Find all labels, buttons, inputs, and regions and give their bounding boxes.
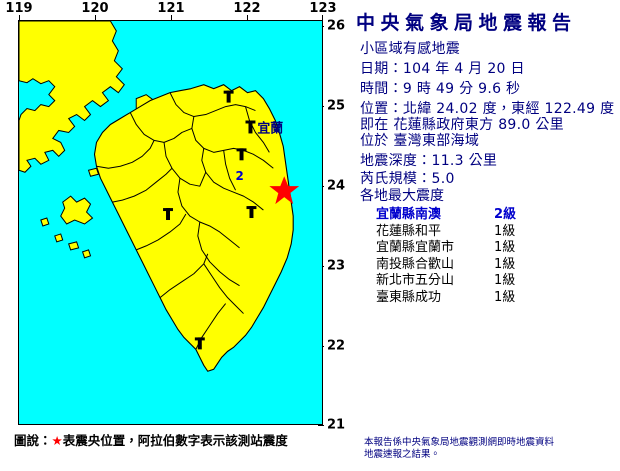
- penghu-islands: [60, 195, 94, 225]
- intensity-level: 2級: [494, 207, 517, 222]
- lat-tick-label-21: 21: [327, 417, 346, 433]
- legend-prefix: 圖說：: [14, 433, 52, 448]
- report-position-line: 位置：北緯 24.02 度，東經 122.49 度: [360, 98, 614, 118]
- intensity-row: 宜蘭縣南澳 2級: [376, 203, 616, 222]
- legend-text: 表震央位置，阿拉伯數字表示該測站震度: [62, 433, 288, 448]
- lat-tick-21: [318, 425, 324, 426]
- lon-tick-120: [95, 15, 96, 21]
- lat-tick-label-25: 25: [327, 98, 346, 114]
- report-time-label: 時間：: [360, 81, 403, 97]
- lon-tick-label-120: 120: [81, 1, 109, 16]
- lon-tick-122: [247, 15, 248, 21]
- report-magnitude-line: 芮氏規模：5.0: [360, 168, 455, 188]
- lat-tick-label-23: 23: [327, 258, 346, 274]
- lon-tick-label-119: 119: [5, 1, 33, 16]
- page-title: 中央氣象局地震報告: [356, 12, 577, 34]
- station-marker-yilan: [245, 120, 256, 134]
- intensity-place: 南投縣合歡山: [376, 256, 455, 272]
- intensity-row: 臺東縣成功 1級: [376, 286, 616, 305]
- intensity-row: 新北市五分山 1級: [376, 269, 616, 288]
- intensity-row: 南投縣合歡山 1級: [376, 253, 616, 272]
- penghu-islet-c: [81, 249, 92, 259]
- report-depth-label: 地震深度：: [360, 153, 432, 169]
- report-time-line: 時間：9 時 49 分 9.6 秒: [360, 78, 520, 98]
- islet-small-3: [87, 167, 100, 177]
- station-marker-wufenshan: [223, 90, 234, 103]
- lat-tick-label-24: 24: [327, 178, 346, 194]
- lon-tick-label-121: 121: [157, 1, 185, 16]
- report-depth-value: 11.3 公里: [431, 153, 498, 169]
- station-marker-hehuanshan: [163, 208, 173, 221]
- report-magnitude-label: 芮氏規模：: [360, 171, 432, 187]
- station-marker-chenggong: [194, 337, 205, 350]
- lon-tick-label-123: 123: [309, 1, 337, 16]
- report-subtitle: 小區域有感地震: [360, 41, 461, 57]
- legend-star-icon: ★: [51, 433, 63, 448]
- report-date-label: 日期：: [360, 61, 403, 77]
- report-position-label: 位置：: [360, 101, 403, 117]
- lon-tick-label-122: 122: [233, 1, 261, 16]
- report-position-value: 北緯 24.02 度，東經 122.49 度: [402, 101, 615, 117]
- map-city-label-yilan: 宜蘭: [257, 120, 283, 136]
- report-position-relative: 即在 花蓮縣政府東方 89.0 公里: [360, 117, 564, 133]
- footer-line-2: 地震速報之結果。: [364, 449, 441, 460]
- intensity-level: 1級: [494, 256, 516, 272]
- intensity-place: 新北市五分山: [376, 273, 455, 288]
- map-frame[interactable]: 2: [18, 20, 323, 425]
- intensity-level: 1級: [494, 223, 516, 239]
- intensity-level: 1級: [494, 273, 516, 288]
- station-marker-group: 2: [163, 90, 257, 350]
- intensity-level: 1級: [494, 289, 516, 305]
- lat-tick-label-26: 26: [327, 18, 346, 34]
- map-panel: 119 120 121 122 123 26 25 24 23 22 21: [5, 1, 345, 449]
- intensity-place: 花蓮縣和平: [376, 223, 442, 239]
- intensity-row: 花蓮縣和平 1級: [376, 220, 616, 239]
- lon-tick-119: [19, 15, 20, 21]
- intensity-row: 宜蘭縣宜蘭市 1級: [376, 236, 616, 255]
- station-marker-nanao: 2: [236, 148, 247, 183]
- report-magnitude-value: 5.0: [431, 171, 455, 187]
- intensity-list: 宜蘭縣南澳 2級 花蓮縣和平 1級 宜蘭縣宜蘭市 1級 南投縣合歡山 1級 新北…: [376, 203, 616, 305]
- report-date-value: 104 年 4 月 20 日: [402, 61, 525, 77]
- penghu-islet-d: [40, 217, 50, 227]
- intensity-place: 宜蘭縣南澳: [376, 207, 442, 222]
- map-legend: 圖說：★表震央位置，阿拉伯數字表示該測站震度: [14, 430, 334, 449]
- lat-tick-label-22: 22: [327, 338, 346, 354]
- report-date-line: 日期：104 年 4 月 20 日: [360, 58, 525, 78]
- intensity-section-header: 各地最大震度: [360, 188, 444, 204]
- footer-line-1: 本報告係中央氣象局地震觀測網即時地震資料: [364, 437, 555, 448]
- report-panel: 中央氣象局地震報告 小區域有感地震 日期：104 年 4 月 20 日 時間：9…: [340, 0, 620, 471]
- mainland-china-landmass: [19, 21, 125, 173]
- intensity-place: 宜蘭縣宜蘭市: [376, 240, 455, 255]
- penghu-islet-b: [68, 241, 80, 251]
- epicenter-star-icon: [269, 176, 300, 205]
- lon-tick-123: [322, 15, 323, 21]
- lon-tick-121: [171, 15, 172, 21]
- report-footer: 本報告係中央氣象局地震觀測網即時地震資料 地震速報之結果。: [364, 437, 616, 461]
- station-marker-heping: [246, 206, 257, 219]
- intensity-level: 1級: [494, 240, 516, 255]
- map-graphic: 2: [19, 21, 300, 372]
- penghu-islet-a: [54, 233, 64, 243]
- report-time-value: 9 時 49 分 9.6 秒: [402, 81, 521, 97]
- intensity-place: 臺東縣成功: [376, 289, 442, 305]
- report-position-area: 位於 臺灣東部海域: [360, 133, 480, 149]
- svg-text:2: 2: [236, 169, 244, 183]
- report-depth-line: 地震深度：11.3 公里: [360, 150, 497, 170]
